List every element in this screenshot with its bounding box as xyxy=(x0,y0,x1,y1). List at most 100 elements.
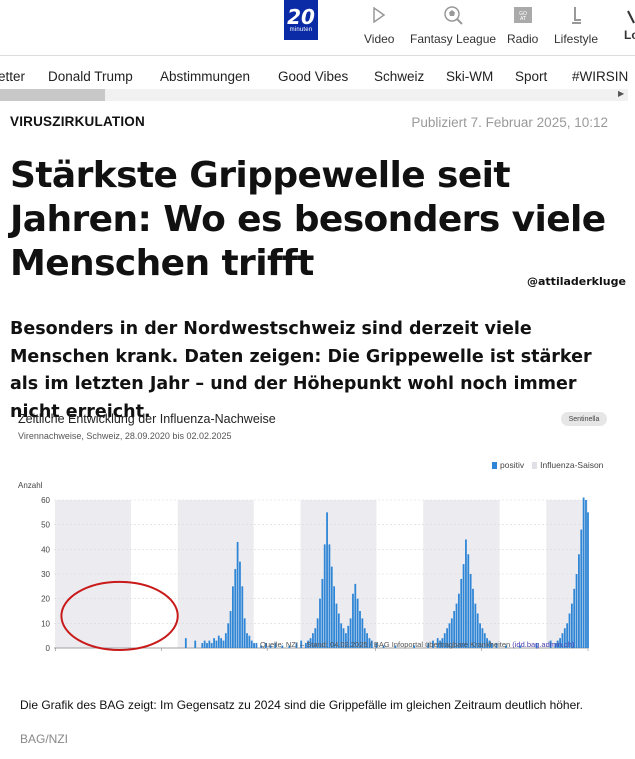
category-scrollbar-track[interactable] xyxy=(0,89,628,101)
y-tick-label: 50 xyxy=(41,521,50,530)
site-header: 20 minuten Video Fantasy League GO AT Rad… xyxy=(0,0,635,55)
bar xyxy=(432,640,434,648)
chart-card: Zeitliche Entwicklung der Influenza-Nach… xyxy=(10,402,622,688)
bar xyxy=(220,638,223,648)
bar xyxy=(208,640,211,648)
bar xyxy=(366,633,368,648)
bar xyxy=(243,618,246,648)
bar xyxy=(582,497,585,648)
bar xyxy=(570,603,573,648)
site-logo[interactable]: 20 minuten xyxy=(284,0,318,40)
bar xyxy=(326,512,328,648)
category-item[interactable]: Ski-WM xyxy=(446,69,494,84)
bar xyxy=(215,640,218,648)
bar xyxy=(241,586,244,648)
bar xyxy=(217,635,220,648)
bar xyxy=(462,564,465,648)
bar xyxy=(222,640,225,648)
bar xyxy=(578,554,580,648)
category-item[interactable]: Schweiz xyxy=(374,69,425,84)
bar xyxy=(549,640,552,648)
bar xyxy=(250,640,253,648)
category-item[interactable]: Good Vibes xyxy=(278,69,349,84)
bar xyxy=(472,588,474,648)
bar xyxy=(352,593,354,648)
category-item[interactable]: etter xyxy=(0,69,26,84)
y-axis-label: Anzahl xyxy=(18,481,43,490)
category-item[interactable]: #WIRSIN xyxy=(572,69,629,84)
y-tick-label: 10 xyxy=(41,619,50,628)
y-tick-label: 20 xyxy=(41,595,50,604)
logo-number: 20 xyxy=(287,4,315,29)
bar xyxy=(554,643,557,648)
bar xyxy=(479,623,481,648)
bar xyxy=(486,638,489,648)
bar xyxy=(342,628,345,648)
bar xyxy=(575,574,578,648)
bar xyxy=(269,645,272,648)
bar xyxy=(467,554,470,648)
bar xyxy=(309,638,312,648)
bar xyxy=(394,645,397,648)
nav-radio[interactable]: GO AT Radio xyxy=(507,2,538,46)
bar xyxy=(446,628,449,648)
bar xyxy=(585,500,587,648)
bar xyxy=(337,613,340,648)
nav-fantasy-league[interactable]: Fantasy League xyxy=(410,2,496,46)
bar xyxy=(288,645,291,648)
bar xyxy=(587,512,589,648)
bar xyxy=(333,586,336,648)
category-item[interactable]: Abstimmungen xyxy=(160,69,251,84)
bar xyxy=(234,569,237,648)
bar xyxy=(455,603,458,648)
source-link[interactable]: (idd.bag.admin.ch) xyxy=(512,640,575,649)
bar xyxy=(274,643,277,648)
bar xyxy=(295,643,298,648)
nav-lifestyle-label: Lifestyle xyxy=(554,32,599,46)
bar xyxy=(312,633,314,648)
image-credit: BAG/NZI xyxy=(20,732,69,746)
bar xyxy=(227,623,230,648)
legend-swatch-season xyxy=(532,462,538,469)
legend-swatch-positive xyxy=(492,462,497,469)
bar xyxy=(246,633,248,648)
category-item[interactable]: Sport xyxy=(515,69,548,84)
nav-lifestyle[interactable]: Lifestyle xyxy=(554,2,598,46)
scroll-right-arrow-icon[interactable]: ▶ xyxy=(618,89,625,98)
bar xyxy=(255,643,258,648)
bar xyxy=(356,598,359,648)
bar xyxy=(566,623,569,648)
nav-video[interactable]: Video xyxy=(364,2,394,46)
article-kicker: VIRUSZIRKULATION xyxy=(10,114,145,129)
bar xyxy=(335,603,338,648)
bar xyxy=(344,633,347,648)
category-item[interactable]: Donald Trump xyxy=(48,69,133,84)
nav-login[interactable]: Lo xyxy=(624,2,635,42)
sentinella-badge: Sentinella xyxy=(561,412,607,426)
article-headline: Stärkste Grippewelle seit Jahren: Wo es … xyxy=(10,155,606,284)
bar xyxy=(457,593,460,648)
bar xyxy=(563,628,566,648)
legend-item-positive[interactable]: positiv xyxy=(492,460,524,470)
category-scrollbar-thumb[interactable] xyxy=(0,89,105,101)
y-tick-label: 60 xyxy=(41,496,50,505)
y-tick-label: 30 xyxy=(41,570,50,579)
bar xyxy=(264,643,267,648)
bar xyxy=(239,561,241,648)
bar xyxy=(253,643,255,648)
bar xyxy=(469,574,472,648)
influenza-bar-chart: 0102030405060Anzahl02.10.202013.08.20212… xyxy=(18,481,589,652)
bar xyxy=(213,638,215,648)
chart-source: Quelle: NZI – Stand: 04.02.2025 / BAG In… xyxy=(260,640,575,649)
bar xyxy=(450,618,453,648)
nav-login-label: Lo xyxy=(624,28,635,42)
bar xyxy=(300,640,303,648)
bar xyxy=(248,635,251,648)
chart-subtitle: Virennachweise, Schweiz, 28.09.2020 bis … xyxy=(18,431,232,441)
bar xyxy=(194,640,197,648)
bar xyxy=(488,640,491,648)
bar xyxy=(382,645,385,648)
user-icon xyxy=(624,2,635,28)
bar xyxy=(359,611,361,648)
legend-item-season[interactable]: Influenza-Saison xyxy=(532,460,603,470)
